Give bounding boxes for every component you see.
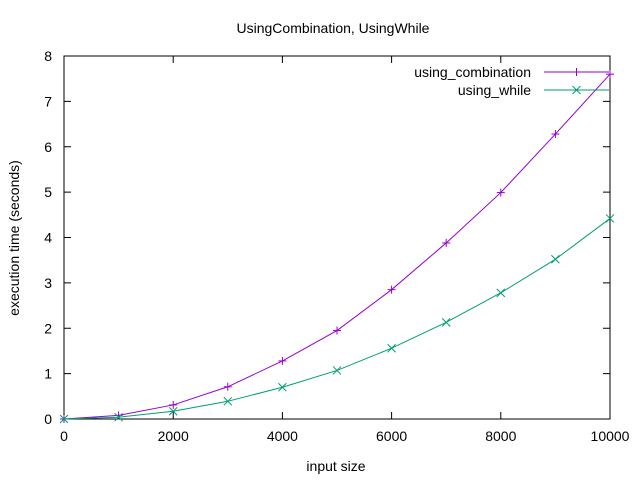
marker-stroke-diagonal-up: [441, 317, 451, 327]
y-tick-label: 3: [44, 275, 52, 291]
marker-stroke-diagonal-up: [168, 406, 178, 416]
x-tick-label: 4000: [267, 428, 298, 444]
marker-stroke-diagonal-up: [332, 366, 342, 375]
x-tick-label: 8000: [485, 428, 516, 444]
data-point: [223, 382, 232, 391]
x-tick-label: 2000: [158, 428, 189, 444]
legend-swatch-marker: [572, 85, 581, 95]
data-point: [169, 400, 178, 409]
data-point: [332, 366, 342, 375]
x-axis-label: input size: [306, 458, 365, 474]
data-point: [223, 396, 233, 406]
marker-stroke-diagonal-up: [605, 214, 615, 223]
y-tick-label: 0: [44, 411, 52, 427]
y-tick-label: 1: [44, 366, 52, 382]
data-point: [441, 317, 451, 327]
marker-stroke-diagonal-up: [278, 382, 287, 392]
data-point: [387, 343, 396, 353]
data-point: [278, 356, 287, 365]
y-axis: 0 1 2 3 4 5 6 7 8: [44, 48, 610, 427]
data-point: [606, 70, 614, 79]
marker-stroke-diagonal-up: [572, 85, 581, 95]
y-tick-label: 4: [44, 230, 52, 246]
data-point: [551, 130, 560, 139]
data-point: [114, 412, 123, 422]
series-line: [63, 73, 611, 420]
plot-frame: [63, 55, 611, 420]
data-point: [442, 238, 451, 247]
data-point: [59, 414, 69, 424]
y-axis-label: execution time (seconds): [6, 160, 22, 316]
marker-stroke-diagonal-up: [551, 254, 560, 264]
x-tick-label: 6000: [376, 428, 407, 444]
data-point: [387, 285, 396, 294]
data-point: [114, 411, 123, 420]
y-tick-label: 8: [44, 48, 52, 64]
x-axis: 0 2000 4000 6000 8000 10000: [60, 56, 630, 444]
series-using-while: [59, 214, 615, 424]
legend: using_combination using_while: [414, 64, 609, 98]
marker-stroke-diagonal-up: [496, 288, 506, 298]
marker-stroke-diagonal-up: [114, 412, 123, 422]
data-point: [496, 288, 506, 298]
data-point: [551, 254, 560, 264]
legend-label: using_combination: [414, 64, 531, 80]
marker-stroke-diagonal-up: [387, 343, 396, 353]
legend-entry: using_while: [458, 82, 609, 98]
y-tick-label: 6: [44, 139, 52, 155]
x-tick-label: 0: [60, 428, 68, 444]
data-point: [278, 382, 287, 392]
y-tick-label: 5: [44, 184, 52, 200]
legend-entry: using_combination: [414, 64, 609, 80]
y-tick-label: 2: [44, 320, 52, 336]
series-line: [63, 218, 611, 420]
legend-swatch-marker: [572, 68, 581, 76]
chart-title: UsingCombination, UsingWhile: [237, 20, 430, 36]
data-point: [168, 406, 178, 416]
legend-label: using_while: [458, 82, 531, 98]
y-tick-label: 7: [44, 93, 52, 109]
data-point: [605, 214, 615, 223]
series-layer: [59, 70, 615, 424]
data-point: [333, 326, 341, 335]
series-using-combination: [60, 70, 614, 423]
x-tick-label: 10000: [591, 428, 630, 444]
marker-stroke-diagonal-up: [59, 414, 69, 424]
data-point: [496, 188, 505, 197]
marker-stroke-diagonal-up: [223, 396, 233, 406]
